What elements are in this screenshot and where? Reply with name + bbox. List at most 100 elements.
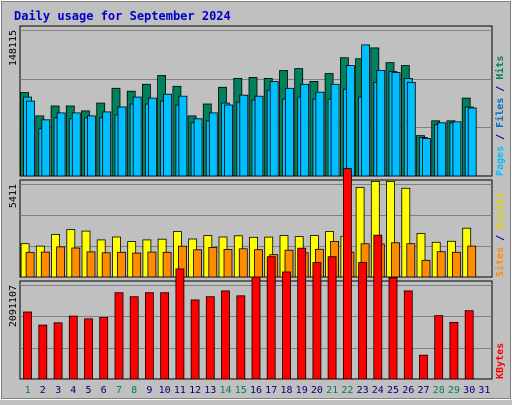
day-label-5: 5 [85, 385, 91, 396]
bar-kbytes-day-10 [160, 292, 170, 380]
bar-pages-day-6 [102, 111, 112, 177]
bar-pages-day-4 [71, 112, 81, 177]
bar-sites-day-6 [101, 252, 111, 278]
day-label-30: 30 [463, 385, 475, 396]
day-label-14: 14 [219, 385, 231, 396]
bar-kbytes-day-16 [251, 276, 261, 380]
bar-kbytes-day-28 [434, 315, 444, 380]
bar-pages-day-26 [406, 82, 416, 177]
bar-pages-day-2 [41, 119, 51, 177]
day-label-29: 29 [448, 385, 460, 396]
day-label-15: 15 [235, 385, 247, 396]
day-label-23: 23 [357, 385, 369, 396]
bar-pages-day-12 [193, 118, 203, 177]
bar-kbytes-day-6 [99, 316, 109, 380]
day-label-2: 2 [40, 385, 46, 396]
bar-sites-day-27 [421, 259, 431, 278]
bar-sites-day-4 [71, 247, 81, 278]
bar-pages-day-27 [422, 138, 431, 177]
day-label-1: 1 [25, 385, 31, 396]
bar-kbytes-day-30 [464, 310, 474, 380]
day-label-12: 12 [189, 385, 201, 396]
day-label-20: 20 [311, 385, 323, 396]
right-label-hits-files-pages: Pages / Files / Hits [494, 56, 506, 176]
day-label-3: 3 [55, 385, 61, 396]
bar-pages-day-23 [361, 44, 371, 177]
bar-sites-day-12 [193, 249, 203, 278]
outer-border-dark [1, 1, 511, 399]
bar-kbytes-day-18 [282, 271, 291, 380]
bar-kbytes-day-1 [23, 311, 33, 380]
bar-pages-day-18 [285, 87, 294, 177]
bar-pages-day-28 [437, 122, 447, 177]
day-label-31: 31 [478, 385, 490, 396]
bar-pages-day-8 [132, 96, 142, 177]
bar-sites-day-28 [436, 251, 446, 278]
bar-visits-day-26 [401, 187, 411, 278]
day-label-13: 13 [204, 385, 216, 396]
day-label-18: 18 [280, 385, 292, 396]
bar-kbytes-day-15 [236, 295, 246, 380]
bar-sites-day-1 [25, 251, 35, 278]
right-label-part: Hits [494, 56, 506, 80]
bar-sites-day-13 [208, 246, 218, 278]
bar-sites-day-8 [132, 252, 142, 278]
bar-sites-day-10 [162, 251, 172, 278]
right-label-part: Pages [495, 146, 506, 176]
bar-kbytes-day-11 [175, 268, 185, 380]
bar-sites-day-29 [451, 251, 461, 278]
day-label-8: 8 [131, 385, 137, 396]
bar-kbytes-day-22 [342, 168, 352, 380]
day-label-4: 4 [70, 385, 76, 396]
bar-sites-day-2 [40, 251, 50, 278]
bar-pages-day-21 [330, 83, 340, 177]
bar-sites-day-16 [254, 249, 263, 278]
bar-kbytes-day-7 [114, 292, 124, 380]
bar-pages-day-14 [224, 104, 233, 177]
bar-kbytes-day-24 [373, 234, 383, 380]
day-label-27: 27 [417, 385, 429, 396]
day-label-25: 25 [387, 385, 399, 396]
bar-pages-day-5 [87, 115, 96, 177]
bar-pages-day-25 [391, 72, 401, 177]
bar-pages-day-16 [254, 95, 264, 177]
right-label-part: Visits [494, 193, 506, 229]
bar-sites-day-25 [391, 242, 400, 278]
day-label-10: 10 [159, 385, 171, 396]
bar-visits-day-25 [386, 180, 395, 278]
bar-sites-day-9 [147, 251, 157, 278]
bar-pages-day-10 [163, 93, 173, 177]
bar-kbytes-day-27 [419, 354, 428, 380]
y-max-label: 148115 [8, 30, 19, 66]
bar-pages-day-11 [178, 95, 188, 177]
bar-pages-day-22 [345, 65, 355, 177]
right-label-part: Files [494, 98, 506, 128]
panel-visits-sites: 5411 [8, 179, 493, 278]
day-label-6: 6 [101, 385, 107, 396]
bar-pages-day-17 [269, 81, 279, 177]
chart-panels: 148115 5411 2091107 Pages / Files / Hits Sit… [8, 25, 506, 380]
day-label-24: 24 [372, 385, 384, 396]
bar-sites-day-5 [86, 251, 96, 278]
bar-kbytes-day-21 [327, 256, 337, 380]
day-label-19: 19 [296, 385, 308, 396]
bar-pages-day-29 [452, 121, 462, 177]
right-label-part: / [495, 80, 506, 98]
bar-kbytes-day-2 [38, 324, 48, 380]
bar-pages-day-7 [117, 106, 127, 177]
day-label-17: 17 [265, 385, 277, 396]
right-label-visits-sites: Sites / Visits [494, 193, 506, 277]
day-label-21: 21 [326, 385, 338, 396]
right-label-kbytes: KBytes [495, 343, 506, 379]
panel-hits-files-pages: 148115 [8, 25, 493, 177]
y-max-label: 5411 [8, 184, 19, 208]
bar-kbytes-day-4 [68, 315, 78, 380]
chart-title: Daily usage for September 2024 [14, 9, 231, 23]
day-labels: 1 2 3 4 5 6 7 8 9 10 11 12 13 14 15 16 17 18 19 20 21 22 23 24 2… [25, 385, 491, 396]
y-max-label: 2091107 [8, 285, 19, 327]
right-label-part: KBytes [495, 343, 506, 379]
bar-pages-day-20 [315, 91, 325, 177]
bar-pages-day-19 [300, 83, 310, 177]
